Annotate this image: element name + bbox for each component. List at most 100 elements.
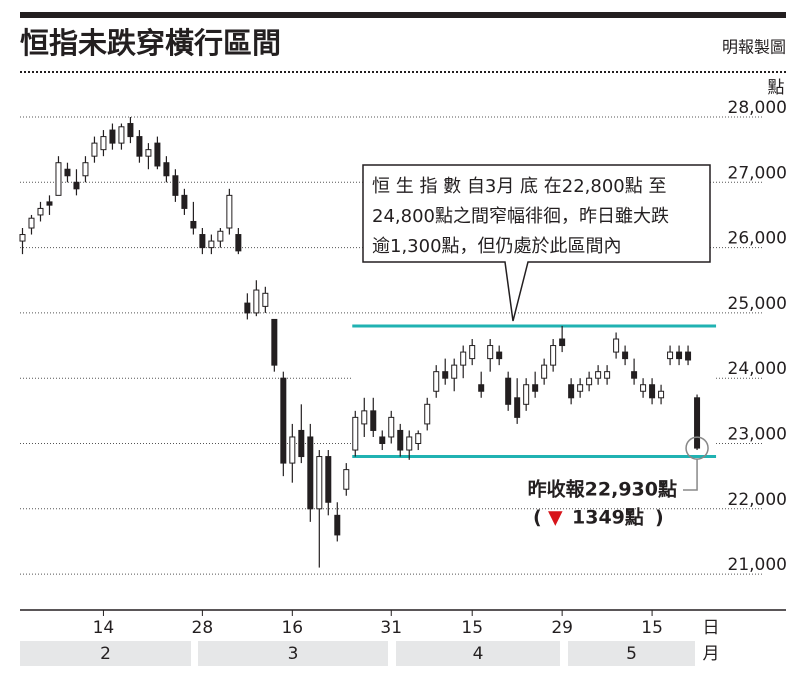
- candle-body: [685, 351, 692, 361]
- annotation-text: 24,800點之間窄幅徘徊，昨日雖大跌: [372, 206, 669, 227]
- candle-body: [37, 207, 44, 216]
- candle-body: [154, 142, 161, 167]
- month-band: [198, 641, 388, 666]
- candle-body: [172, 175, 179, 196]
- x-tick-label: 15: [461, 618, 483, 638]
- candle-body: [280, 377, 287, 464]
- candle-body: [19, 234, 26, 242]
- month-label: 5: [626, 644, 637, 664]
- candle-body: [460, 351, 467, 366]
- candle-body: [82, 162, 89, 177]
- candle-body: [532, 384, 539, 392]
- candle-body: [181, 194, 188, 209]
- callout: [362, 164, 711, 322]
- candle-body: [631, 371, 638, 379]
- candle-body: [541, 364, 548, 379]
- x-tick-label: 14: [93, 618, 115, 638]
- x-tick-label: 31: [380, 618, 402, 638]
- candle-body: [667, 351, 674, 360]
- candle-body: [550, 345, 557, 366]
- candle-body: [28, 217, 35, 229]
- month-label: 3: [288, 644, 299, 664]
- candle-body: [379, 436, 386, 445]
- candle-body: [478, 384, 485, 392]
- last-close-label: 昨收報22,930點: [528, 478, 677, 501]
- annotation-text: 逾1,300點，但仍處於此區間內: [372, 236, 622, 257]
- candle-body: [307, 436, 314, 510]
- y-tick-label: 25,000: [728, 294, 787, 314]
- candle-body: [262, 292, 269, 307]
- y-unit: 點: [768, 78, 785, 98]
- candle-body: [73, 181, 80, 190]
- candle-body: [397, 429, 404, 451]
- candle-body: [649, 384, 656, 399]
- candle-body: [613, 338, 620, 353]
- candle-body: [289, 436, 296, 464]
- candle-body: [694, 397, 701, 449]
- candle-body: [577, 384, 584, 392]
- y-tick-label: 23,000: [728, 425, 787, 445]
- change-close: ): [655, 507, 664, 529]
- candle-body: [361, 410, 368, 425]
- candle-body: [586, 377, 593, 386]
- candle-body: [190, 220, 197, 229]
- change-symbol: ▼: [548, 507, 563, 529]
- candle-body: [604, 371, 611, 379]
- candle-body: [199, 234, 206, 249]
- candle-body: [217, 230, 224, 242]
- candle-body: [100, 136, 107, 151]
- candle-body: [64, 168, 71, 177]
- candle-body: [55, 162, 62, 196]
- candle-body: [442, 371, 449, 379]
- annotation-text: 恒 生 指 數 自3月 底 在22,800點 至: [372, 176, 667, 197]
- candle-body: [244, 302, 251, 314]
- change-label: 1349點: [572, 506, 644, 529]
- y-tick-label: 22,000: [728, 490, 787, 510]
- candle-body: [496, 351, 503, 360]
- source: 明報製圖: [722, 38, 786, 57]
- y-tick-label: 21,000: [728, 555, 787, 575]
- x-tick-label: 16: [281, 618, 303, 638]
- candle-body: [388, 416, 395, 438]
- x-unit: 日: [703, 618, 720, 638]
- candle-body: [298, 429, 305, 458]
- month-band: [20, 641, 191, 666]
- candle-body: [334, 514, 341, 536]
- y-tick-label: 28,000: [728, 98, 787, 118]
- candle-body: [658, 390, 665, 399]
- change-open: (: [533, 507, 542, 529]
- candle-body: [127, 123, 134, 138]
- month-label: 2: [100, 644, 111, 664]
- candle-body: [424, 403, 431, 425]
- candle-body: [136, 136, 143, 157]
- candle-body: [343, 469, 350, 490]
- candle-body: [595, 371, 602, 379]
- candle-body: [406, 436, 413, 451]
- candle-body: [325, 456, 332, 503]
- y-tick-label: 24,000: [728, 359, 787, 379]
- candle-body: [559, 338, 566, 347]
- candle-body: [253, 289, 260, 314]
- candle-body: [46, 201, 53, 206]
- x-tick-label: 28: [192, 618, 214, 638]
- candle-body: [469, 345, 476, 360]
- x-tick-label: 29: [551, 618, 573, 638]
- candle-body: [505, 377, 512, 405]
- candle-body: [568, 384, 575, 399]
- chart-title: 恒指未跌穿橫行區間: [20, 26, 281, 60]
- month-label: 4: [473, 644, 484, 664]
- candle-body: [163, 162, 170, 177]
- month-unit: 月: [703, 644, 720, 664]
- candle-body: [640, 384, 647, 392]
- candle-body: [523, 384, 530, 405]
- month-band: [396, 641, 560, 666]
- candle-body: [433, 371, 440, 392]
- x-tick-label: 15: [641, 618, 663, 638]
- candle-body: [415, 433, 422, 444]
- candle-body: [118, 126, 125, 144]
- candle-body: [145, 149, 152, 157]
- y-tick-label: 27,000: [728, 163, 787, 183]
- candle-body: [271, 318, 278, 366]
- candle-body: [622, 351, 629, 360]
